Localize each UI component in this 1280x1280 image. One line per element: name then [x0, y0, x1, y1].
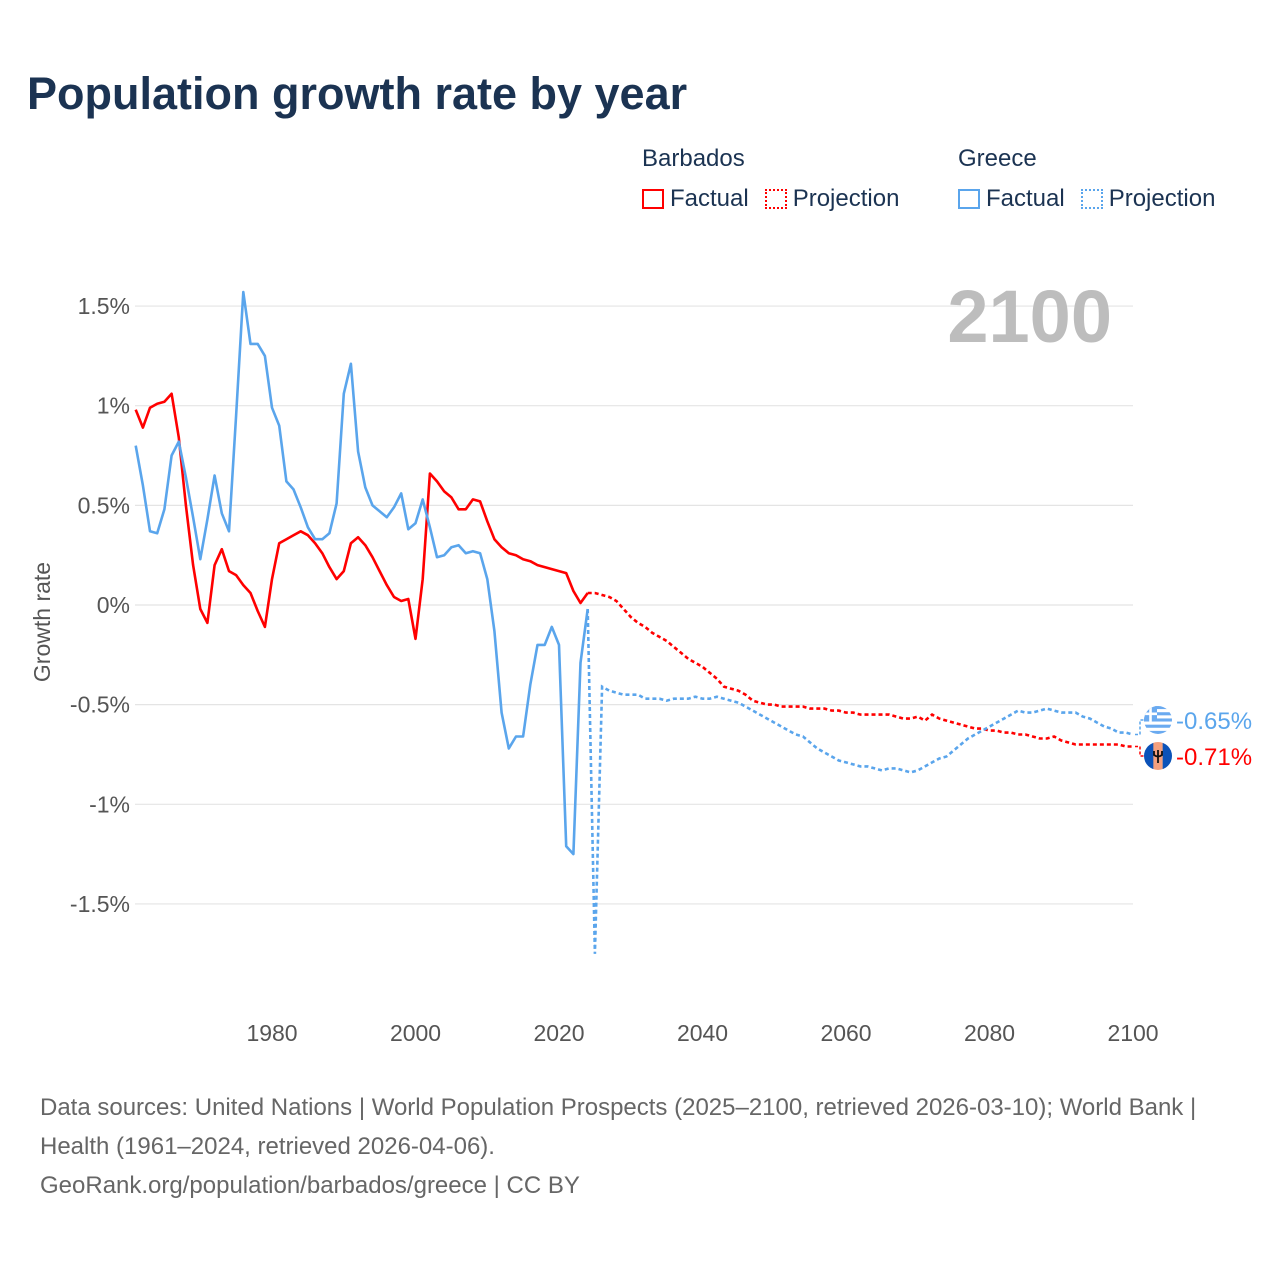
- dotted-swatch-icon: [764, 189, 787, 209]
- legend-greece: Greece Factual Projection: [958, 145, 1215, 213]
- legend-barbados: Barbados Factual Projection: [642, 145, 899, 213]
- legend-item-barbados-projection[interactable]: Projection: [764, 185, 900, 213]
- greece-flag-icon: [1144, 706, 1172, 734]
- y-tick-label: 0.5%: [78, 492, 130, 518]
- barbados-factual-line: [134, 392, 589, 641]
- dotted-swatch-icon: [1080, 189, 1103, 209]
- end-labels: -0.71% -0.65%: [1135, 706, 1252, 771]
- legend-label: Factual: [670, 185, 749, 212]
- gridlines: [135, 305, 1133, 905]
- y-tick-label: -0.5%: [70, 692, 130, 718]
- greece-projection-line: [586, 608, 1134, 954]
- x-tick-label: 1980: [246, 1020, 297, 1046]
- y-tick-label: 0%: [97, 592, 130, 618]
- footer: Data sources: United Nations | World Pop…: [40, 1088, 1240, 1205]
- y-tick-label: 1.5%: [78, 293, 130, 319]
- legend-label: Projection: [792, 185, 900, 212]
- x-tick-label: 2060: [820, 1020, 871, 1046]
- barbados-projection-line: [587, 591, 1133, 748]
- legend-item-barbados-factual[interactable]: Factual: [642, 185, 749, 213]
- barbados-end-connector: [1135, 745, 1146, 757]
- series-lines: [134, 290, 1134, 954]
- legend-label: Factual: [986, 185, 1065, 212]
- current-year-label: 2100: [947, 275, 1112, 358]
- x-tick-label: 2100: [1107, 1020, 1158, 1046]
- legend-label: Projection: [1108, 185, 1216, 212]
- barbados-flag-icon: [1144, 742, 1172, 770]
- y-tick-label: -1.5%: [70, 891, 130, 917]
- legend-title-barbados: Barbados: [642, 145, 745, 172]
- chart-title: Population growth rate by year: [27, 68, 688, 119]
- greece-factual-line: [134, 290, 589, 856]
- legend-item-greece-factual[interactable]: Factual: [958, 185, 1065, 213]
- y-axis-label: Growth rate: [29, 562, 55, 682]
- x-tick-label: 2020: [533, 1020, 584, 1046]
- x-tick-label: 2000: [390, 1020, 441, 1046]
- data-sources: Data sources: United Nations | World Pop…: [40, 1094, 1197, 1160]
- x-tick-label: 2040: [677, 1020, 728, 1046]
- credit-link[interactable]: GeoRank.org/population/barbados/greece |…: [40, 1172, 580, 1199]
- y-tick-label: -1%: [89, 791, 130, 817]
- x-tick-labels: 1980 2000 2020 2040 2060 2080 2100: [246, 1020, 1158, 1046]
- y-tick-label: 1%: [97, 393, 130, 419]
- greece-end-connector: [1135, 719, 1146, 736]
- greece-end-value: -0.65%: [1176, 708, 1252, 735]
- solid-swatch-icon: [958, 189, 980, 209]
- solid-swatch-icon: [642, 189, 664, 209]
- legend-title-greece: Greece: [958, 145, 1037, 172]
- y-tick-labels: 1.5% 1% 0.5% 0% -0.5% -1% -1.5%: [70, 293, 130, 917]
- x-tick-label: 2080: [964, 1020, 1015, 1046]
- legend-item-greece-projection[interactable]: Projection: [1080, 185, 1216, 213]
- barbados-end-value: -0.71%: [1176, 744, 1252, 771]
